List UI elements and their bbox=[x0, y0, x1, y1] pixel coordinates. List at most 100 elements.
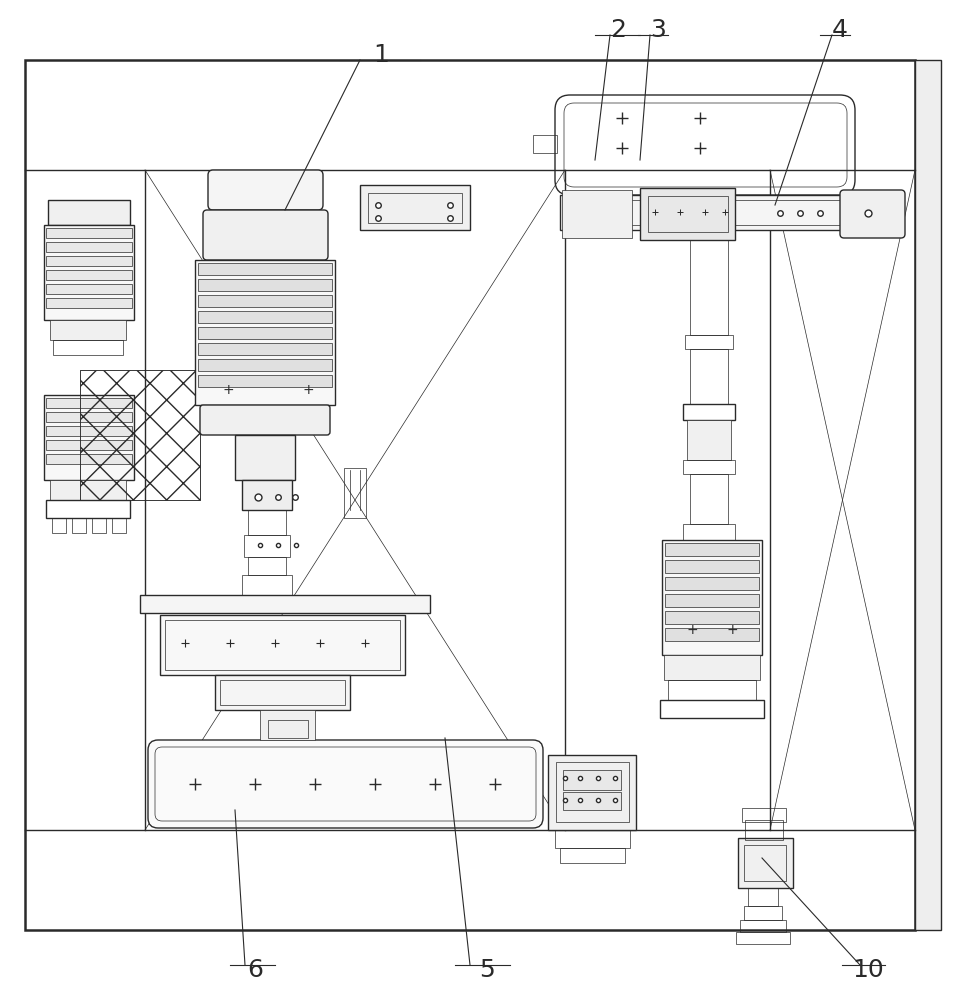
Text: +: + bbox=[222, 383, 234, 397]
Bar bbox=[660, 700, 764, 718]
Bar bbox=[46, 228, 132, 238]
Text: 1: 1 bbox=[373, 43, 389, 67]
Bar bbox=[662, 540, 762, 655]
Text: 5: 5 bbox=[479, 958, 495, 982]
FancyBboxPatch shape bbox=[840, 190, 905, 238]
Bar bbox=[744, 906, 782, 920]
Bar bbox=[260, 710, 315, 740]
Bar bbox=[46, 500, 130, 518]
FancyBboxPatch shape bbox=[208, 170, 323, 210]
Bar bbox=[165, 620, 400, 670]
Bar bbox=[198, 311, 332, 323]
Bar bbox=[46, 412, 132, 422]
Bar bbox=[360, 185, 470, 230]
Bar bbox=[690, 240, 728, 335]
Bar bbox=[665, 628, 759, 641]
Bar bbox=[665, 577, 759, 590]
FancyBboxPatch shape bbox=[148, 740, 543, 828]
Bar bbox=[368, 193, 462, 223]
Bar bbox=[564, 200, 886, 225]
FancyBboxPatch shape bbox=[203, 210, 328, 260]
Bar bbox=[665, 543, 759, 556]
Bar bbox=[748, 888, 778, 906]
Bar bbox=[112, 518, 126, 533]
Bar bbox=[640, 188, 735, 240]
Bar bbox=[548, 755, 636, 830]
Bar bbox=[53, 340, 123, 355]
Bar bbox=[44, 225, 134, 320]
Bar bbox=[533, 135, 557, 153]
Bar bbox=[915, 60, 941, 930]
Text: +: + bbox=[726, 623, 738, 637]
Bar bbox=[665, 611, 759, 624]
Bar bbox=[555, 830, 630, 848]
Text: 6: 6 bbox=[247, 958, 263, 982]
Text: +: + bbox=[686, 623, 697, 637]
Bar bbox=[46, 284, 132, 294]
Text: 4: 4 bbox=[832, 18, 848, 42]
Bar bbox=[215, 675, 350, 710]
Bar bbox=[242, 575, 292, 595]
Bar bbox=[560, 848, 625, 863]
Bar bbox=[665, 594, 759, 607]
Bar bbox=[220, 680, 345, 705]
Bar bbox=[46, 454, 132, 464]
Bar bbox=[664, 655, 760, 680]
Text: 2: 2 bbox=[610, 18, 626, 42]
Bar bbox=[560, 195, 890, 230]
Bar bbox=[268, 720, 308, 738]
Bar bbox=[198, 295, 332, 307]
Bar bbox=[745, 820, 783, 840]
Bar bbox=[140, 595, 430, 613]
Bar bbox=[744, 845, 786, 881]
Bar bbox=[742, 808, 786, 822]
FancyBboxPatch shape bbox=[200, 405, 330, 435]
Bar bbox=[690, 349, 728, 404]
Bar bbox=[198, 343, 332, 355]
Bar bbox=[198, 263, 332, 275]
Bar bbox=[685, 335, 733, 349]
Bar bbox=[563, 770, 621, 790]
Bar bbox=[690, 474, 728, 524]
Bar bbox=[683, 524, 735, 540]
Bar bbox=[740, 920, 786, 932]
Bar bbox=[50, 320, 126, 340]
Text: 3: 3 bbox=[650, 18, 666, 42]
Text: +: + bbox=[302, 383, 314, 397]
Bar bbox=[248, 510, 286, 535]
Bar bbox=[46, 426, 132, 436]
Text: 10: 10 bbox=[852, 958, 884, 982]
Bar bbox=[244, 535, 290, 557]
Bar bbox=[80, 370, 200, 500]
Bar bbox=[92, 518, 106, 533]
Bar bbox=[687, 420, 731, 460]
Bar bbox=[683, 460, 735, 474]
Bar bbox=[738, 838, 793, 888]
Bar bbox=[736, 932, 790, 944]
Bar bbox=[198, 375, 332, 387]
Bar bbox=[44, 395, 134, 480]
Bar bbox=[80, 370, 200, 500]
Bar bbox=[46, 242, 132, 252]
Bar bbox=[198, 359, 332, 371]
Bar bbox=[160, 615, 405, 675]
Bar bbox=[563, 792, 621, 810]
Bar bbox=[198, 327, 332, 339]
Bar bbox=[50, 480, 126, 500]
Bar bbox=[562, 190, 632, 238]
Bar bbox=[248, 557, 286, 575]
Bar bbox=[52, 518, 66, 533]
Bar bbox=[48, 200, 130, 225]
Bar bbox=[344, 468, 366, 518]
Bar bbox=[46, 298, 132, 308]
Bar bbox=[683, 404, 735, 420]
Bar bbox=[46, 256, 132, 266]
Bar bbox=[195, 260, 335, 405]
Bar bbox=[46, 398, 132, 408]
Bar bbox=[556, 762, 629, 822]
Bar bbox=[72, 518, 86, 533]
Bar bbox=[668, 680, 756, 700]
Bar bbox=[648, 196, 728, 232]
Bar bbox=[235, 435, 295, 480]
Bar bbox=[46, 270, 132, 280]
